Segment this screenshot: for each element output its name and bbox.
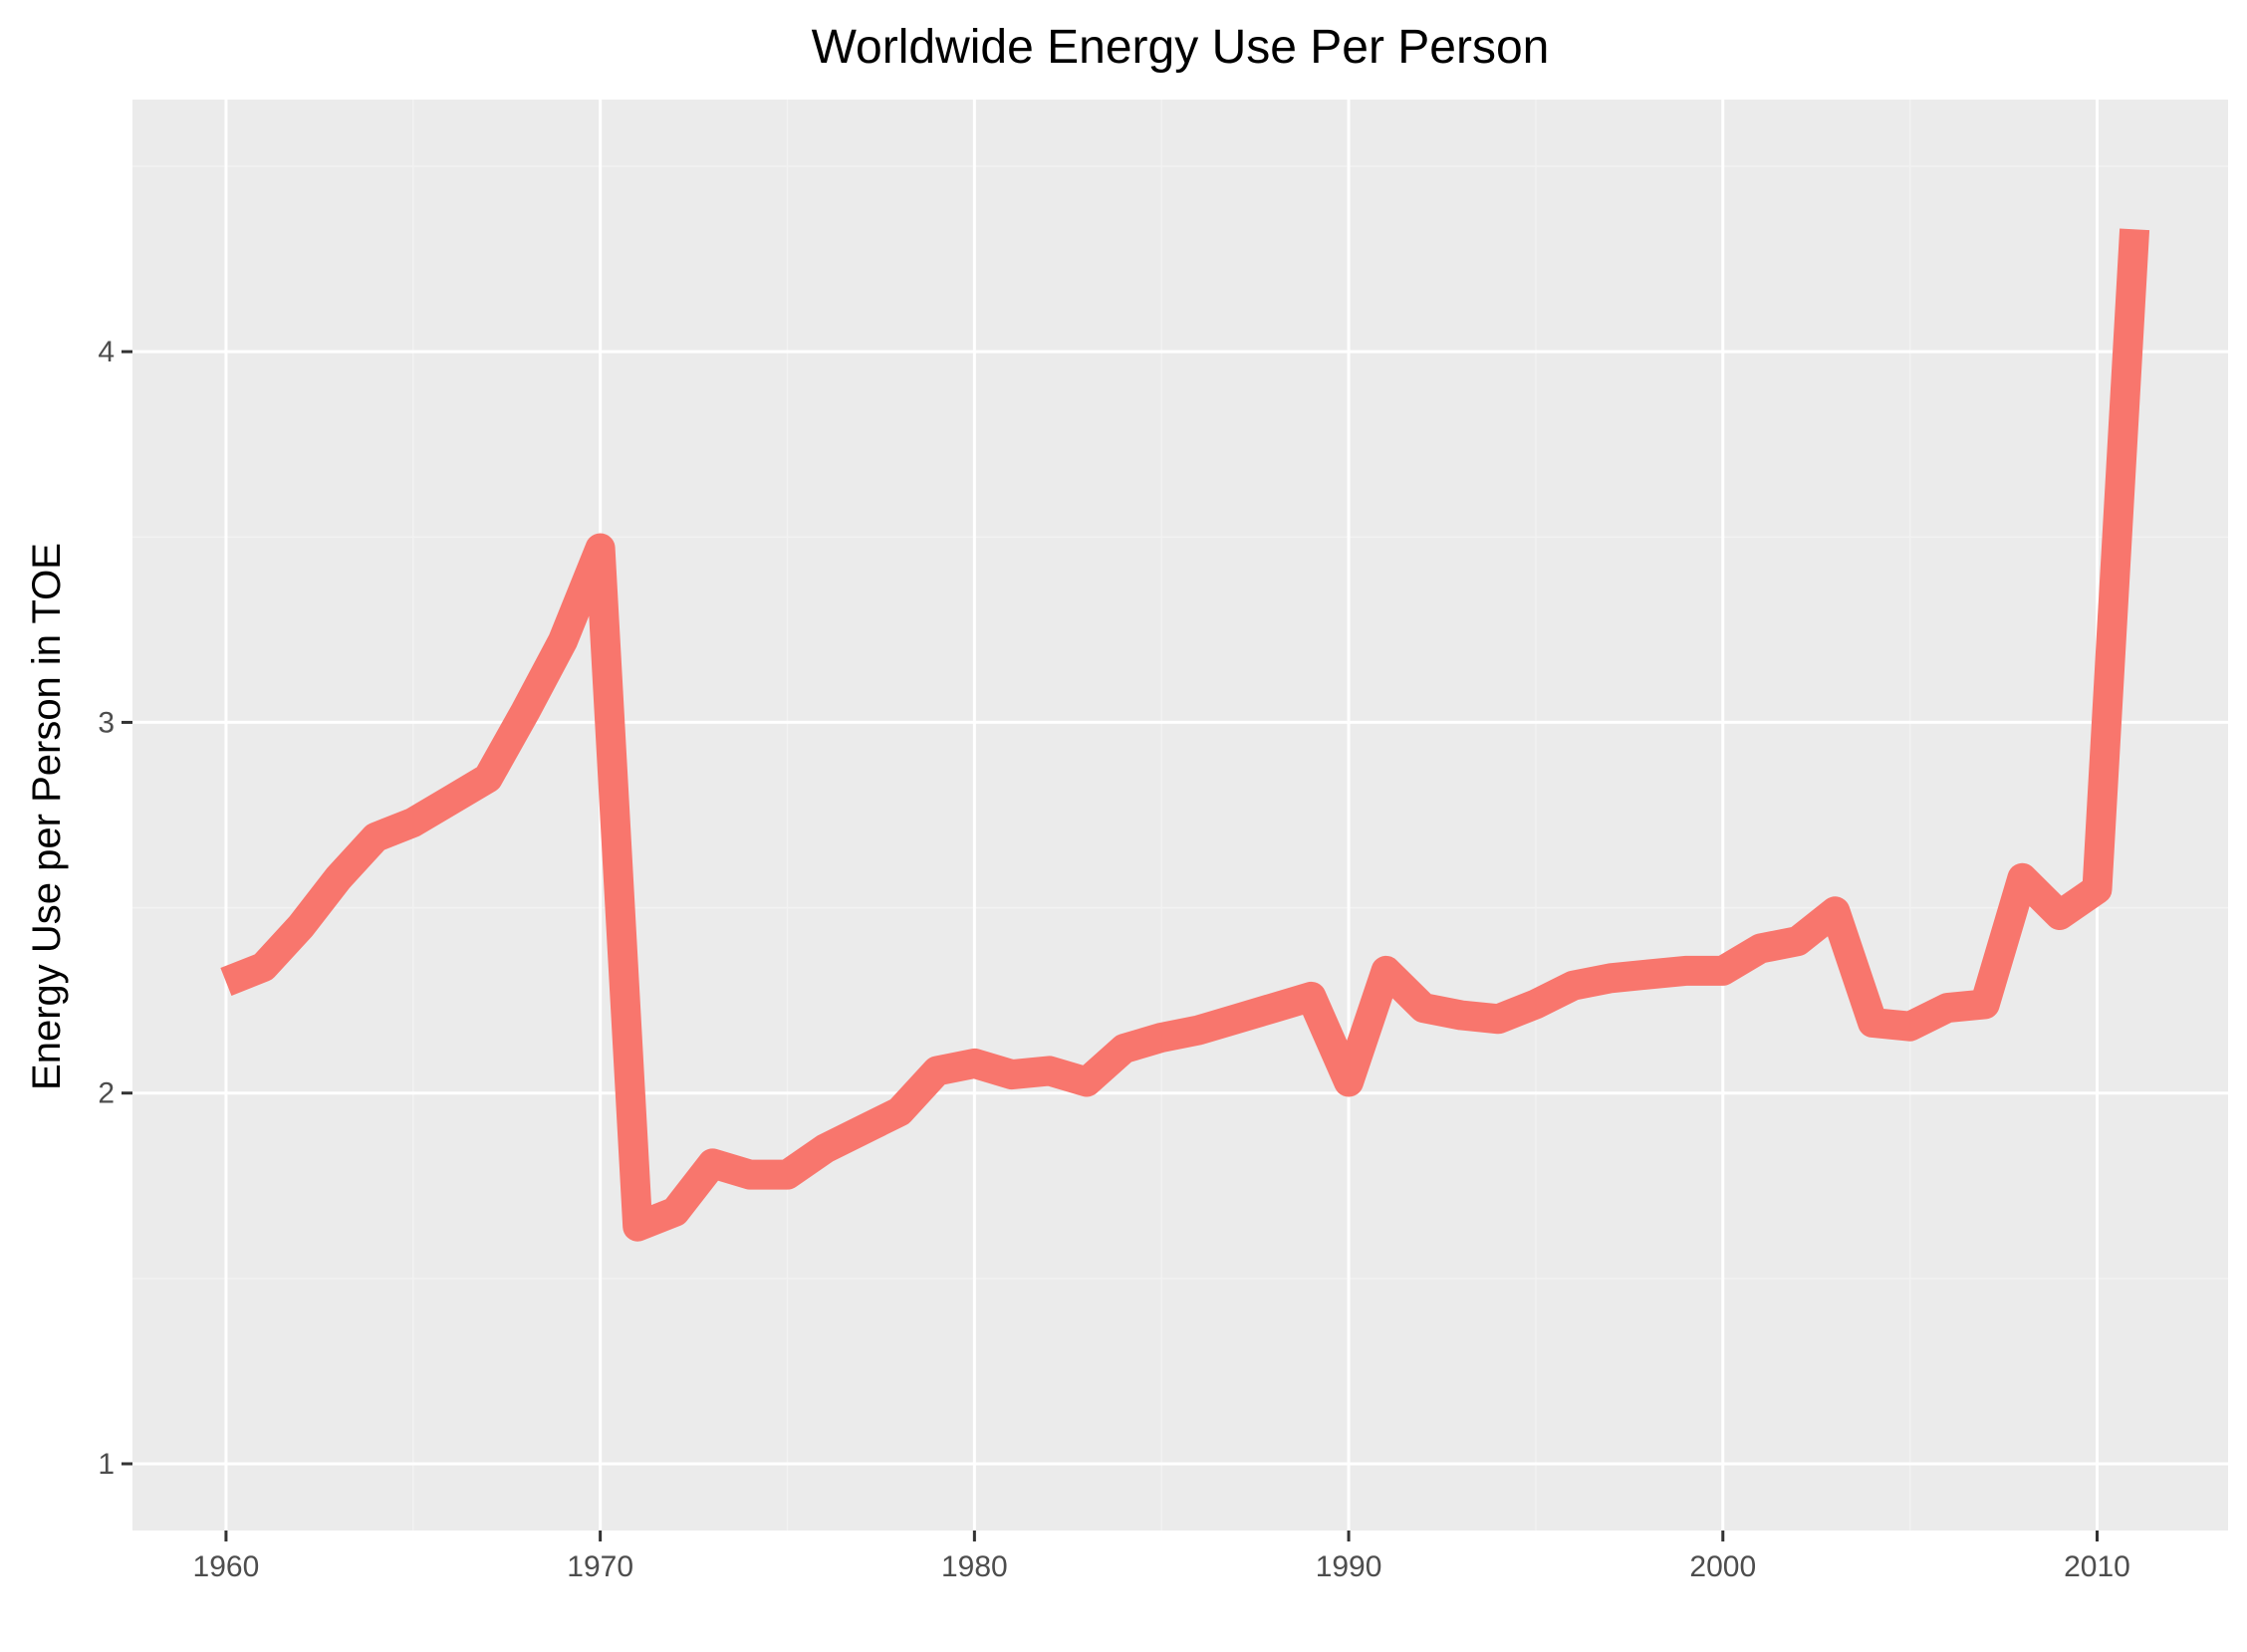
series-layer	[220, 228, 2150, 1242]
y-tick-label: 2	[98, 1077, 115, 1110]
x-tick-label: 2000	[1689, 1550, 1756, 1583]
x-tick-label: 1970	[567, 1550, 633, 1583]
minor-gridlines	[132, 100, 2228, 1531]
plot-panel	[132, 100, 2228, 1531]
y-axis-title: Energy Use per Person in TOE	[25, 543, 69, 1090]
x-axis: 1960 1970 1980 1990 2000 2010	[193, 1531, 2130, 1583]
y-tick-label: 4	[98, 336, 115, 368]
chart-title: Worldwide Energy Use Per Person	[812, 21, 1550, 74]
x-tick-label: 2010	[2064, 1550, 2130, 1583]
series-line-0	[220, 228, 2150, 1242]
y-tick-label: 3	[98, 706, 115, 739]
y-axis: 1 2 3 4	[98, 336, 132, 1481]
x-tick-label: 1980	[941, 1550, 1008, 1583]
x-tick-label: 1960	[193, 1550, 260, 1583]
y-tick-label: 1	[98, 1448, 115, 1481]
x-tick-label: 1990	[1316, 1550, 1382, 1583]
